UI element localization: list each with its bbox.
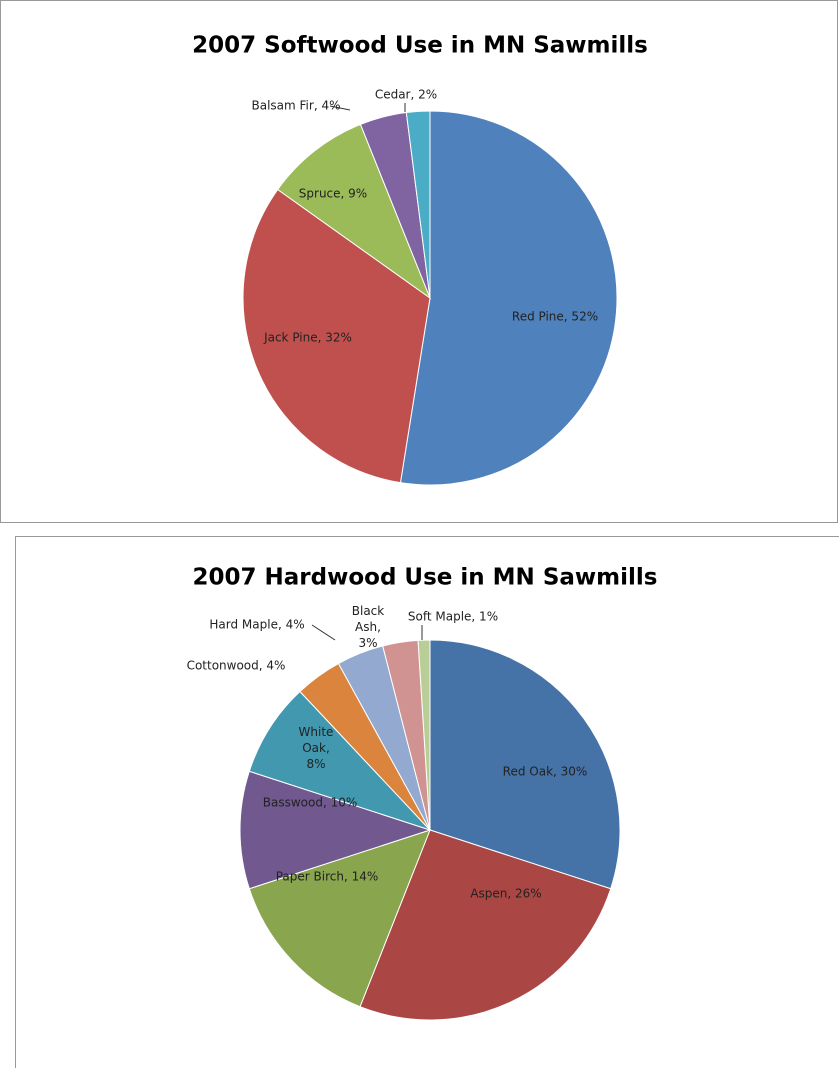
data-label: White Oak, 8% (299, 725, 334, 771)
data-label: Paper Birch, 14% (276, 870, 379, 884)
pie-slice (276, 123, 432, 300)
data-label: Red Pine, 52% (512, 310, 598, 324)
data-label: Balsam Fir, 4% (252, 99, 341, 113)
pie-slice (417, 639, 431, 831)
chart-frame (0, 0, 838, 523)
pie-slice (248, 690, 431, 831)
chart-title: 2007 Softwood Use in MN Sawmills (192, 33, 648, 59)
data-label: Jack Pine, 32% (263, 331, 352, 345)
chart-title: 2007 Hardwood Use in MN Sawmills (193, 565, 658, 591)
data-label: Hard Maple, 4% (209, 618, 304, 632)
pie-slice (242, 188, 431, 484)
data-label: Cottonwood, 4% (187, 659, 286, 673)
data-label: Aspen, 26% (470, 887, 541, 901)
data-label: Red Oak, 30% (503, 765, 588, 779)
data-label: Cedar, 2% (375, 88, 437, 102)
pie-slice (429, 639, 621, 890)
data-label: Black Ash, 3% (352, 604, 385, 650)
data-label: Soft Maple, 1% (408, 610, 498, 624)
data-label: Basswood, 10% (263, 796, 358, 810)
pie-slice (359, 829, 612, 1021)
leader-line (311, 624, 336, 641)
leader-line (329, 105, 351, 111)
data-label: Spruce, 9% (299, 187, 367, 201)
pie-slice (399, 110, 618, 486)
pie-slice (239, 770, 432, 890)
pie-slice (405, 110, 431, 299)
